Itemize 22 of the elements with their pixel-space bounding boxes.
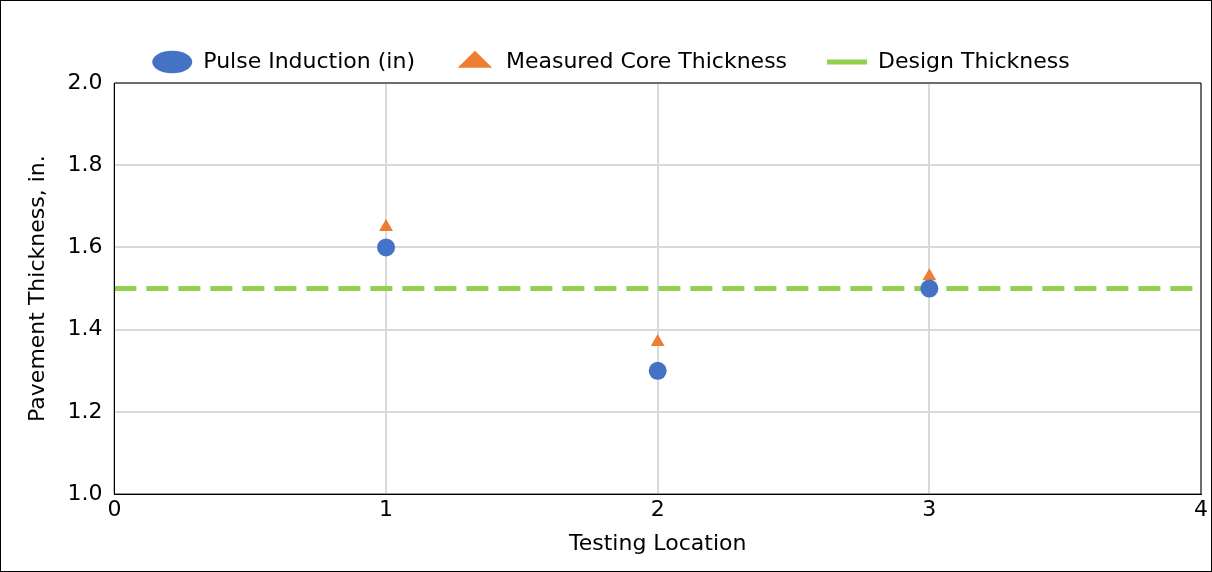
- y-tick-label: 2.0: [67, 68, 103, 94]
- y-tick-label: 1.6: [67, 233, 103, 259]
- y-tick-label: 1.2: [67, 397, 103, 423]
- x-tick-label: 3: [922, 496, 937, 522]
- x-tick-label: 4: [1194, 496, 1208, 522]
- point: [377, 238, 396, 257]
- legend-label: Design Thickness: [878, 47, 1070, 73]
- point: [648, 361, 667, 380]
- x-tick-label: 1: [379, 496, 394, 522]
- point: [379, 218, 393, 231]
- legend-label: Measured Core Thickness: [505, 47, 788, 73]
- y-tick-label: 1.0: [67, 479, 103, 505]
- point: [922, 268, 937, 281]
- x-tick-label: 0: [107, 496, 122, 522]
- y-tick-label: 1.8: [67, 150, 103, 176]
- y-axis-title: Pavement Thickness, in.: [23, 155, 49, 422]
- x-axis-title: Testing Location: [568, 529, 747, 555]
- y-tick-label: 1.4: [67, 315, 103, 341]
- legend-label: Pulse Induction (in): [203, 47, 415, 73]
- x-tick-label: 2: [650, 496, 665, 522]
- point: [920, 279, 939, 298]
- point: [650, 334, 665, 347]
